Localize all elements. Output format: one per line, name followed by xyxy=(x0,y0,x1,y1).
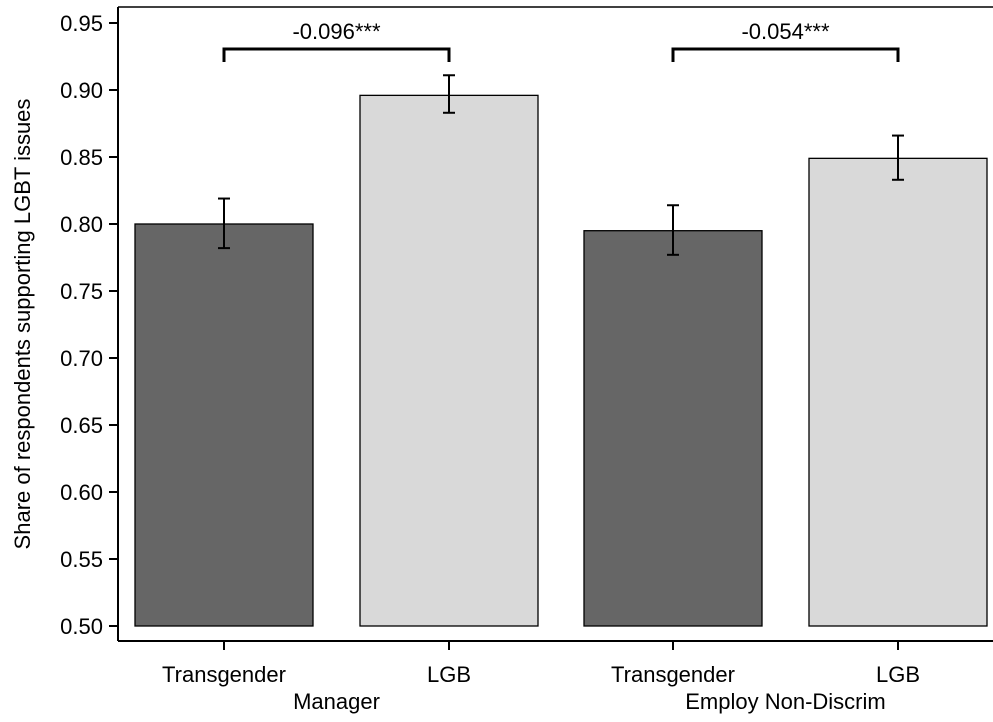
x-tick-label: Transgender xyxy=(611,662,735,687)
y-tick-label: 0.90 xyxy=(60,78,103,103)
y-tick-label: 0.75 xyxy=(60,279,103,304)
y-tick-label: 0.95 xyxy=(60,11,103,36)
axes-layer xyxy=(109,6,993,650)
x-tick-label: LGB xyxy=(876,662,920,687)
y-tick-label: 0.55 xyxy=(60,547,103,572)
bar-lgb-1 xyxy=(359,94,539,627)
difference-annotation: -0.054*** xyxy=(741,19,830,44)
y-tick-label: 0.65 xyxy=(60,413,103,438)
y-axis-label: Share of respondents supporting LGBT iss… xyxy=(10,99,35,550)
error-bars-layer xyxy=(218,74,904,256)
bar-transgender-2 xyxy=(583,230,763,627)
labels-layer: Transgender LGB Manager -0.096*** Transgende… xyxy=(60,11,920,714)
bars-layer xyxy=(134,94,988,627)
brackets-layer xyxy=(222,47,900,62)
group-label: Employ Non-Discrim xyxy=(685,689,885,714)
y-tick-label: 0.50 xyxy=(60,614,103,639)
x-tick-label: Transgender xyxy=(162,662,286,687)
significance-bracket xyxy=(671,47,900,62)
x-tick-label: LGB xyxy=(427,662,471,687)
y-tick-label: 0.70 xyxy=(60,346,103,371)
y-tick-label: 0.85 xyxy=(60,145,103,170)
bar-transgender-1 xyxy=(134,223,314,627)
y-tick-label: 0.80 xyxy=(60,212,103,237)
bar-lgb-2 xyxy=(808,157,988,627)
group-label: Manager xyxy=(293,689,380,714)
difference-annotation: -0.096*** xyxy=(292,19,381,44)
significance-bracket xyxy=(222,47,451,62)
y-tick-label: 0.60 xyxy=(60,480,103,505)
